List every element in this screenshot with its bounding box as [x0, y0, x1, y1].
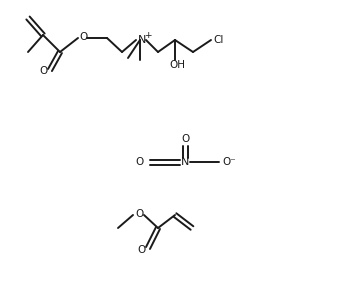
Text: O: O: [181, 134, 189, 144]
Text: N: N: [138, 35, 146, 45]
Text: O: O: [135, 209, 143, 219]
Text: N: N: [181, 157, 189, 167]
Text: O: O: [138, 245, 146, 255]
Text: O⁻: O⁻: [222, 157, 236, 167]
Text: O: O: [136, 157, 144, 167]
Text: O: O: [79, 32, 87, 42]
Text: Cl: Cl: [214, 35, 224, 45]
Text: O: O: [40, 66, 48, 76]
Text: +: +: [144, 30, 152, 39]
Text: OH: OH: [169, 60, 185, 70]
